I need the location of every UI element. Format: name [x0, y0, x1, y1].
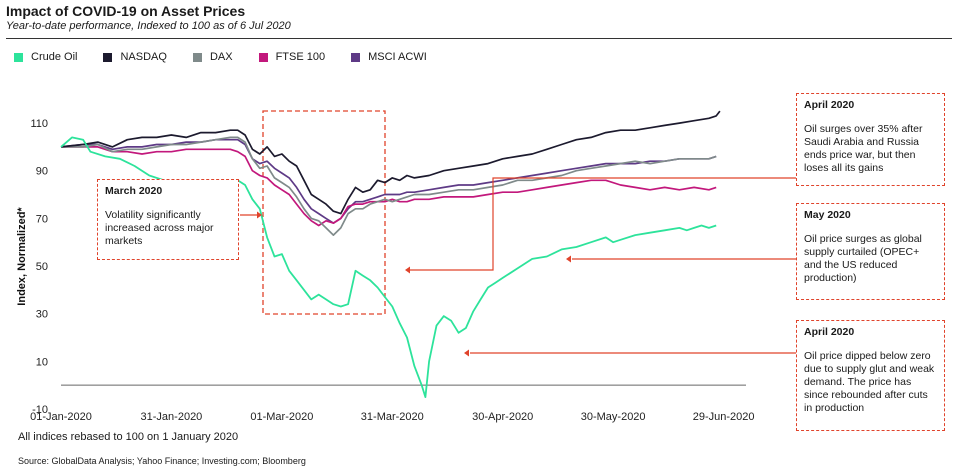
legend-label: NASDAQ: [120, 51, 167, 63]
volatility-region-box: [262, 110, 386, 315]
legend-label: Crude Oil: [31, 51, 78, 63]
arrow-head-april-top: [405, 266, 410, 274]
legend-label: MSCI ACWI: [368, 51, 427, 63]
callout-text: Oil price surges as global supply curtai…: [804, 233, 922, 284]
x-tick-label: 31-Mar-2020: [361, 411, 424, 423]
series-line-crude-oil: [60, 136, 717, 398]
x-tick-label: 30-May-2020: [581, 411, 646, 423]
y-tick-label: 110: [30, 118, 48, 130]
y-tick-label: 30: [36, 309, 48, 321]
y-tick-label: 70: [36, 213, 48, 225]
x-tick-label: 01-Jan-2020: [30, 411, 92, 423]
legend-swatch: [14, 52, 23, 62]
footnote: All indices rebased to 100 on 1 January …: [18, 431, 239, 443]
legend-swatch: [351, 52, 361, 62]
x-tick-label: 31-Jan-2020: [141, 411, 203, 423]
y-tick-label: 90: [36, 166, 48, 178]
title-divider: [6, 38, 952, 39]
callout-title: March 2020: [105, 185, 163, 197]
legend-swatch: [103, 52, 113, 62]
arrow-april-top: [410, 177, 796, 271]
legend-label: DAX: [209, 51, 233, 63]
legend-item-ftse: FTSE 100: [258, 51, 326, 63]
x-tick-label: 29-Jun-2020: [693, 411, 755, 423]
x-tick-label: 30-Apr-2020: [472, 411, 533, 423]
legend-swatch: [258, 52, 268, 62]
source-note: Source: GlobalData Analysis; Yahoo Finan…: [18, 456, 306, 466]
y-tick-label: -10: [32, 404, 48, 416]
page-subtitle: Year-to-date performance, Indexed to 100…: [6, 20, 291, 32]
arrow-head-april-bottom: [464, 349, 469, 357]
callout-text: Volatility significantly increased acros…: [105, 209, 214, 247]
series-line-nasdaq: [60, 110, 721, 215]
series-line-dax: [61, 136, 717, 236]
callout-title: May 2020: [804, 209, 851, 221]
legend-item-nasdaq: NASDAQ: [103, 51, 167, 63]
callout-title: April 2020: [804, 99, 855, 111]
series-line-ftse-100: [61, 146, 717, 227]
y-tick-label: 10: [36, 356, 48, 368]
callout-title: April 2020: [804, 326, 855, 338]
callout-text: Oil surges over 35% after Saudi Arabia a…: [804, 123, 923, 174]
callout-may-oil-surge: May 2020 Oil price surges as global supp…: [796, 203, 945, 300]
legend-item-msci: MSCI ACWI: [351, 51, 427, 63]
chart-legend: Crude Oil NASDAQ DAX FTSE 100 MSCI ACWI: [14, 51, 427, 63]
legend-label: FTSE 100: [275, 51, 326, 63]
y-tick-label: 50: [36, 261, 48, 273]
arrow-head-march: [257, 211, 262, 219]
legend-item-dax: DAX: [192, 51, 233, 63]
callout-text: Oil price dipped below zero due to suppl…: [804, 350, 935, 414]
y-axis-label: Index, Normalized*: [16, 207, 28, 306]
callout-march: March 2020 Volatility significantly incr…: [97, 179, 239, 260]
x-tick-label: 01-Mar-2020: [250, 411, 313, 423]
callout-april-oil-negative: April 2020 Oil price dipped below zero d…: [796, 320, 945, 431]
legend-item-crude-oil: Crude Oil: [14, 51, 77, 63]
legend-swatch: [192, 52, 202, 62]
page-title: Impact of COVID-19 on Asset Prices: [6, 3, 246, 19]
callout-april-oil-surge: April 2020 Oil surges over 35% after Sau…: [796, 93, 945, 186]
arrow-head-may: [566, 255, 571, 263]
